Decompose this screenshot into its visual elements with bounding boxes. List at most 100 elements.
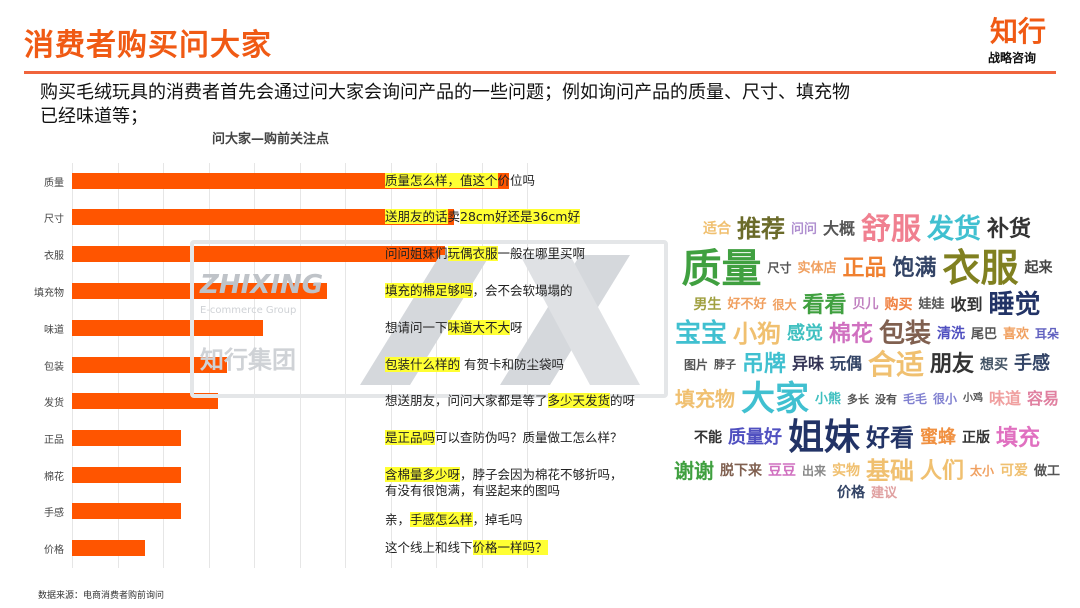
word-cloud-word: 补货	[987, 217, 1032, 243]
word-cloud-word: 感觉	[786, 323, 823, 345]
word-cloud-word: 睡觉	[988, 289, 1041, 320]
word-cloud-word: 购买	[884, 296, 913, 313]
annotation-text: 卖	[447, 209, 461, 224]
word-cloud-word: 豆豆	[767, 463, 796, 480]
word-cloud-word: 玩偶	[830, 354, 863, 374]
category-label: 尺寸	[44, 214, 64, 225]
word-cloud-word: 味道	[989, 389, 1022, 408]
word-cloud-word: 喜欢	[1003, 326, 1030, 342]
bar-味道	[72, 320, 264, 336]
word-cloud-word: 收到	[950, 294, 983, 314]
watermark-group: E-commerce Group	[200, 305, 297, 316]
annotation-text: ，脖子会因为棉花不够折吗，	[460, 467, 623, 482]
highlighted-keyword: 是正品吗	[385, 430, 436, 445]
word-cloud-word: 图片	[683, 357, 708, 372]
word-cloud-word: 人们	[919, 459, 964, 485]
data-source: 数据来源：电商消费者购前询问	[38, 591, 165, 601]
highlighted-keyword: 玩偶衣服	[447, 246, 498, 261]
annotation-text: 价位吗	[497, 173, 536, 188]
annotation-text: 这个线上和线下	[385, 540, 473, 555]
word-cloud-word: 贝儿	[852, 297, 879, 313]
word-cloud-word: 价格	[836, 485, 865, 502]
word-cloud-word: 没有	[874, 392, 897, 406]
word-cloud-word: 可爱	[1000, 463, 1029, 480]
gridline	[299, 163, 301, 568]
category-label: 质量	[44, 178, 64, 189]
word-cloud-word: 舒服	[861, 212, 921, 248]
word-cloud-word: 姐妹	[787, 417, 860, 459]
gridline	[481, 163, 483, 568]
word-cloud-word: 脖子	[713, 358, 736, 372]
word-cloud-word: 适合	[702, 221, 731, 238]
watermark-cn: 知行集团	[200, 346, 296, 374]
word-cloud-word: 实物	[831, 463, 860, 480]
bar-衣服	[72, 246, 446, 262]
word-cloud-word: 清洗	[937, 326, 965, 343]
bar-手感	[72, 503, 182, 519]
annotation-text: 呀	[510, 320, 523, 335]
word-cloud-word: 小狗	[732, 319, 781, 348]
word-cloud-word: 谢谢	[673, 459, 714, 484]
bar-发货	[72, 393, 218, 409]
highlighted-keyword: 填充的棉足够吗	[385, 283, 473, 298]
word-cloud-word: 填充	[996, 425, 1041, 451]
question-annotation: 有没有很饱满，有竖起来的图吗	[385, 483, 560, 499]
word-cloud-word: 基础	[865, 457, 914, 486]
question-annotation: 填充的棉足够吗，会不会软塌塌的	[385, 283, 573, 299]
title-divider	[24, 71, 1056, 74]
word-cloud-word: 吊牌	[741, 352, 786, 378]
word-cloud-word: 尾巴	[971, 326, 998, 342]
question-annotation: 含棉量多少呀，脖子会因为棉花不够折吗，	[385, 467, 623, 483]
word-cloud-word: 正品	[842, 256, 887, 282]
category-label: 填充物	[34, 288, 64, 299]
category-label: 正品	[44, 435, 64, 446]
highlighted-keyword: 送朋友的话	[385, 209, 448, 224]
word-cloud-word: 做工	[1034, 463, 1061, 479]
watermark	[190, 240, 668, 398]
annotation-text: ，掉毛吗	[472, 512, 523, 527]
word-cloud-word: 推荐	[736, 215, 785, 244]
question-annotation: 想送朋友，问问大家都是等了多少天发货的呀	[385, 393, 635, 409]
highlighted-keyword: 手感怎么样	[410, 512, 473, 527]
category-label: 价格	[44, 545, 64, 556]
word-cloud-word: 饱满	[892, 256, 937, 282]
word-cloud-word: 宝宝	[674, 318, 727, 349]
word-cloud-word: 蜜蜂	[920, 426, 956, 448]
question-annotation: 想请问一下味道大不大呀	[385, 320, 523, 336]
annotation-text: 有没有很饱满，有竖起来的图吗	[385, 483, 561, 498]
highlighted-keyword: 味道大不大	[447, 320, 511, 335]
word-cloud-word: 大概	[822, 219, 855, 239]
annotation-text: 一般在哪里买啊	[497, 246, 586, 261]
word-cloud-word: 建议	[870, 485, 897, 501]
category-label: 棉花	[44, 472, 64, 483]
bar-包装	[72, 357, 227, 373]
highlighted-keyword: 包装什么样的	[385, 357, 461, 372]
word-cloud-word: 异味	[791, 354, 824, 374]
word-cloud-word: 耳朵	[1035, 327, 1060, 342]
question-annotation: 送朋友的话卖28cm好还是36cm好	[385, 209, 580, 225]
word-cloud-word: 很小	[932, 392, 957, 407]
annotation-text: 可以查防伪吗？质量做工怎么样？	[435, 430, 623, 445]
word-cloud-word: 质量好	[727, 426, 782, 448]
brand-logo-subtitle: 战略咨询	[988, 51, 1037, 65]
question-annotation: 包装什么样的 有贺卡和防尘袋吗	[385, 357, 564, 373]
word-cloud-word: 大家	[740, 378, 809, 419]
category-label: 手感	[44, 508, 64, 519]
annotation-text: 的呀	[610, 393, 636, 408]
word-cloud-word: 出来	[801, 464, 826, 479]
gridline	[254, 163, 255, 568]
annotation-text: 想送朋友，问问大家都是等了	[385, 393, 548, 408]
category-label: 包装	[44, 362, 64, 373]
category-label: 发货	[44, 398, 64, 409]
bar-棉花	[72, 467, 182, 483]
word-cloud-word: 问问	[790, 222, 817, 237]
brand-logo: 知行	[990, 15, 1047, 48]
page-title: 消费者购买问大家	[24, 28, 272, 63]
highlighted-keyword: 含棉量多少呀	[385, 467, 461, 482]
word-cloud-word: 男生	[693, 296, 722, 313]
bar-正品	[72, 430, 182, 446]
highlighted-keyword: 质量怎么样，值这个	[385, 173, 498, 188]
question-annotation: 亲，手感怎么样，掉毛吗	[385, 512, 523, 528]
bar-填充物	[72, 283, 327, 299]
word-cloud-word: 手感	[1014, 353, 1051, 375]
